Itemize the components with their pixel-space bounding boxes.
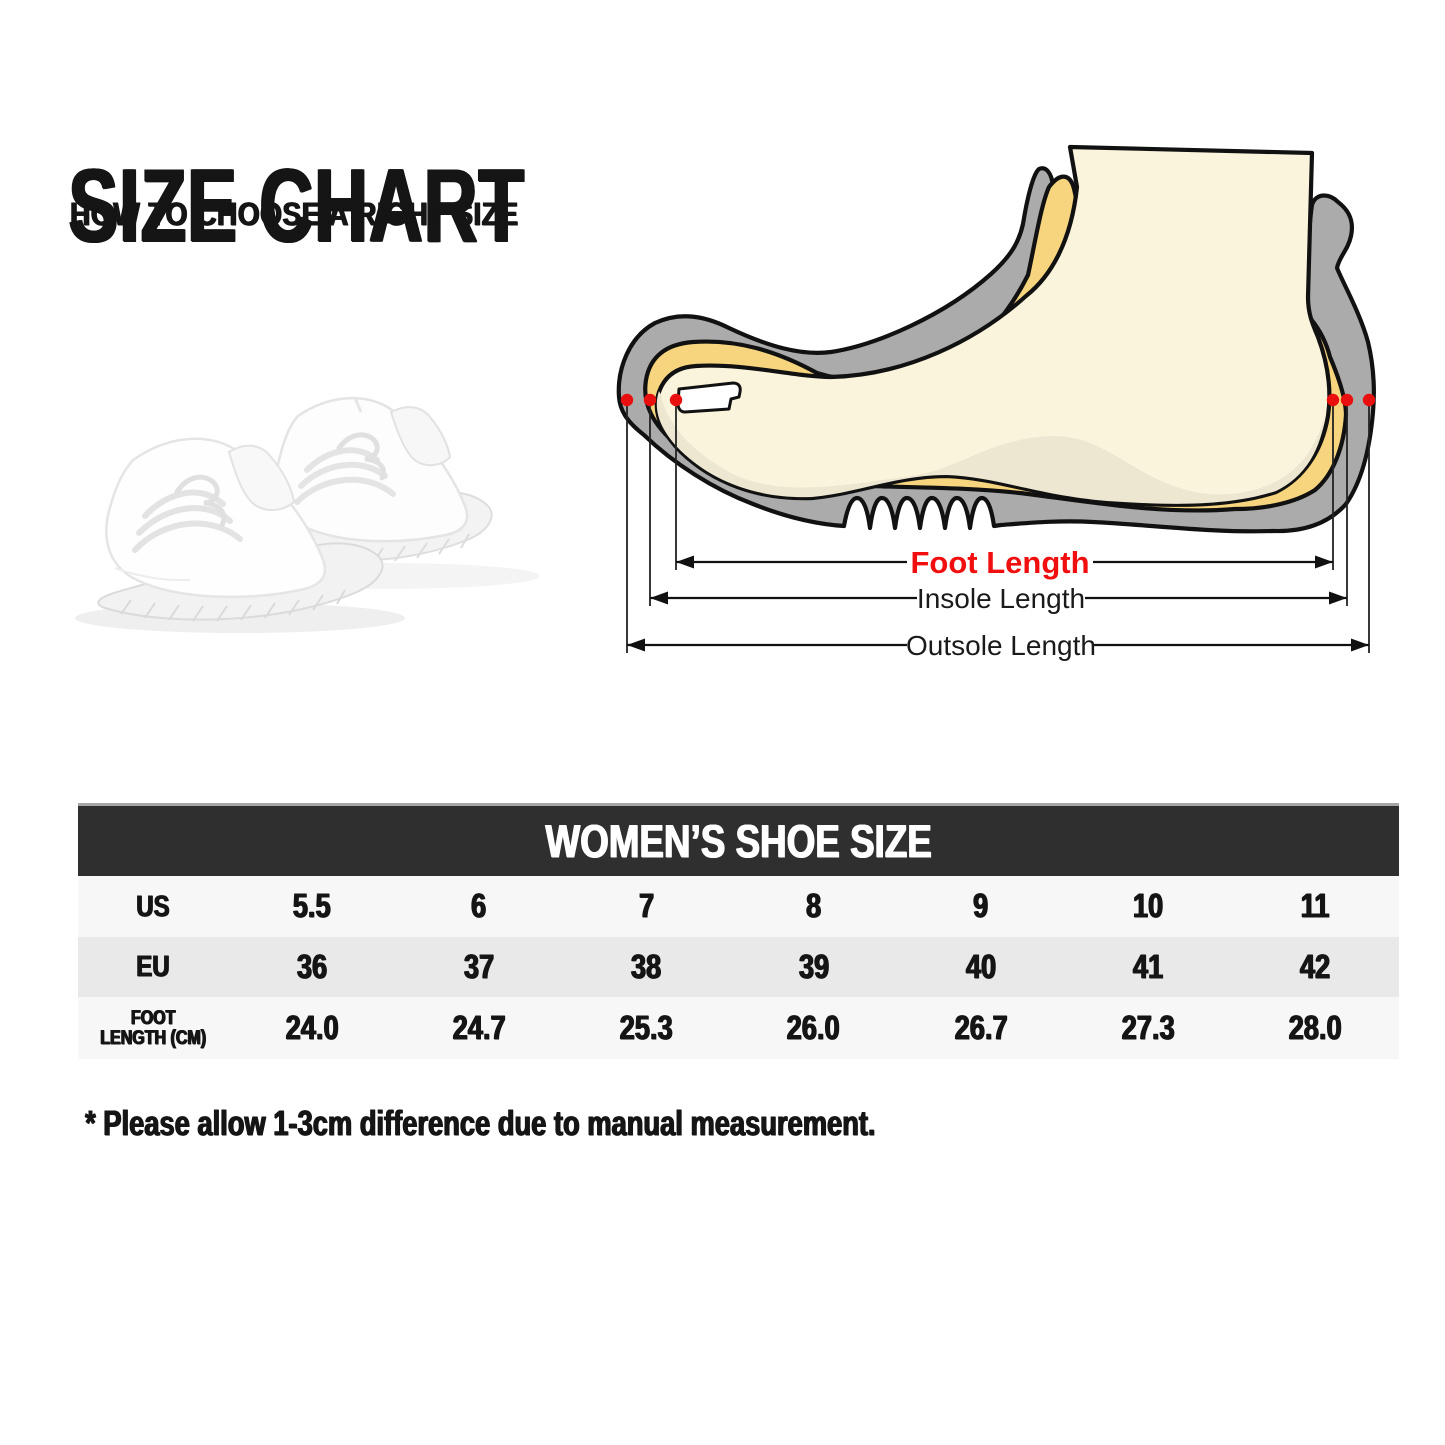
front-shoe (97, 437, 384, 622)
foot-length-cell: 26.7 (954, 1008, 1008, 1047)
eu-size-cell: 42 (1300, 947, 1331, 986)
us-size-cell: 7 (638, 887, 654, 925)
foot-length-cell: 26.0 (787, 1008, 840, 1047)
table-row-eu: EU 36 37 38 39 40 41 42 (78, 937, 1399, 997)
toenail (676, 381, 742, 414)
row-label-line2: LENGTH (CM) (100, 1027, 206, 1049)
row-label-line1: FOOT (130, 1007, 176, 1029)
page-subtitle: HOW TO CHOOSE A RIGHT SIZE (70, 196, 519, 232)
outsole-length-label: Outsole Length (906, 630, 1096, 661)
measurement-note: * Please allow 1-3cm difference due to m… (85, 1104, 876, 1143)
foot-measure-diagram: Foot Length Insole Length Outsole Length (616, 144, 1377, 661)
row-label-foot-length: FOOT LENGTH (CM) (78, 997, 228, 1059)
us-size-cell: 10 (1132, 887, 1164, 925)
reference-lines (626, 406, 1370, 653)
row-label-eu: EU (136, 950, 170, 983)
us-size-cell: 9 (973, 887, 989, 925)
foot-length-cell: 28.0 (1288, 1008, 1342, 1047)
insole-length-label: Insole Length (917, 583, 1085, 614)
measure-dots (620, 393, 1376, 407)
eu-size-cell: 41 (1132, 947, 1164, 986)
size-table: WOMEN’S SHOE SIZE US 5.5 6 7 8 9 10 11 E… (78, 803, 1399, 1059)
eu-size-cell: 38 (631, 947, 662, 986)
eu-size-cell: 37 (463, 947, 495, 986)
us-size-cell: 8 (805, 887, 822, 925)
size-table-header: WOMEN’S SHOE SIZE (78, 803, 1399, 876)
eu-size-cell: 40 (965, 947, 996, 986)
front-sole-ribs (120, 589, 346, 622)
foot-length-cell: 24.0 (285, 1008, 339, 1047)
page-title: SIZE CHART (68, 147, 525, 264)
product-sneakers-image (75, 396, 540, 633)
table-row-foot-length: FOOT LENGTH (CM) 24.0 24.7 25.3 26.0 26.7… (78, 997, 1399, 1059)
us-size-cell: 11 (1300, 887, 1330, 925)
eu-size-cell: 36 (296, 947, 327, 986)
foot-length-cell: 24.7 (452, 1008, 506, 1047)
foot-shadow (656, 391, 1325, 504)
foot-length-cell: 27.3 (1121, 1008, 1175, 1047)
us-size-cell: 6 (471, 887, 487, 925)
table-row-us: US 5.5 6 7 8 9 10 11 (78, 876, 1399, 937)
foot-length-cell: 25.3 (619, 1008, 673, 1047)
foot-length-label: Foot Length (910, 545, 1089, 580)
foot-shape (654, 144, 1332, 507)
us-size-cell: 5.5 (292, 887, 331, 925)
eu-size-cell: 39 (798, 947, 829, 986)
row-label-us: US (136, 889, 170, 923)
